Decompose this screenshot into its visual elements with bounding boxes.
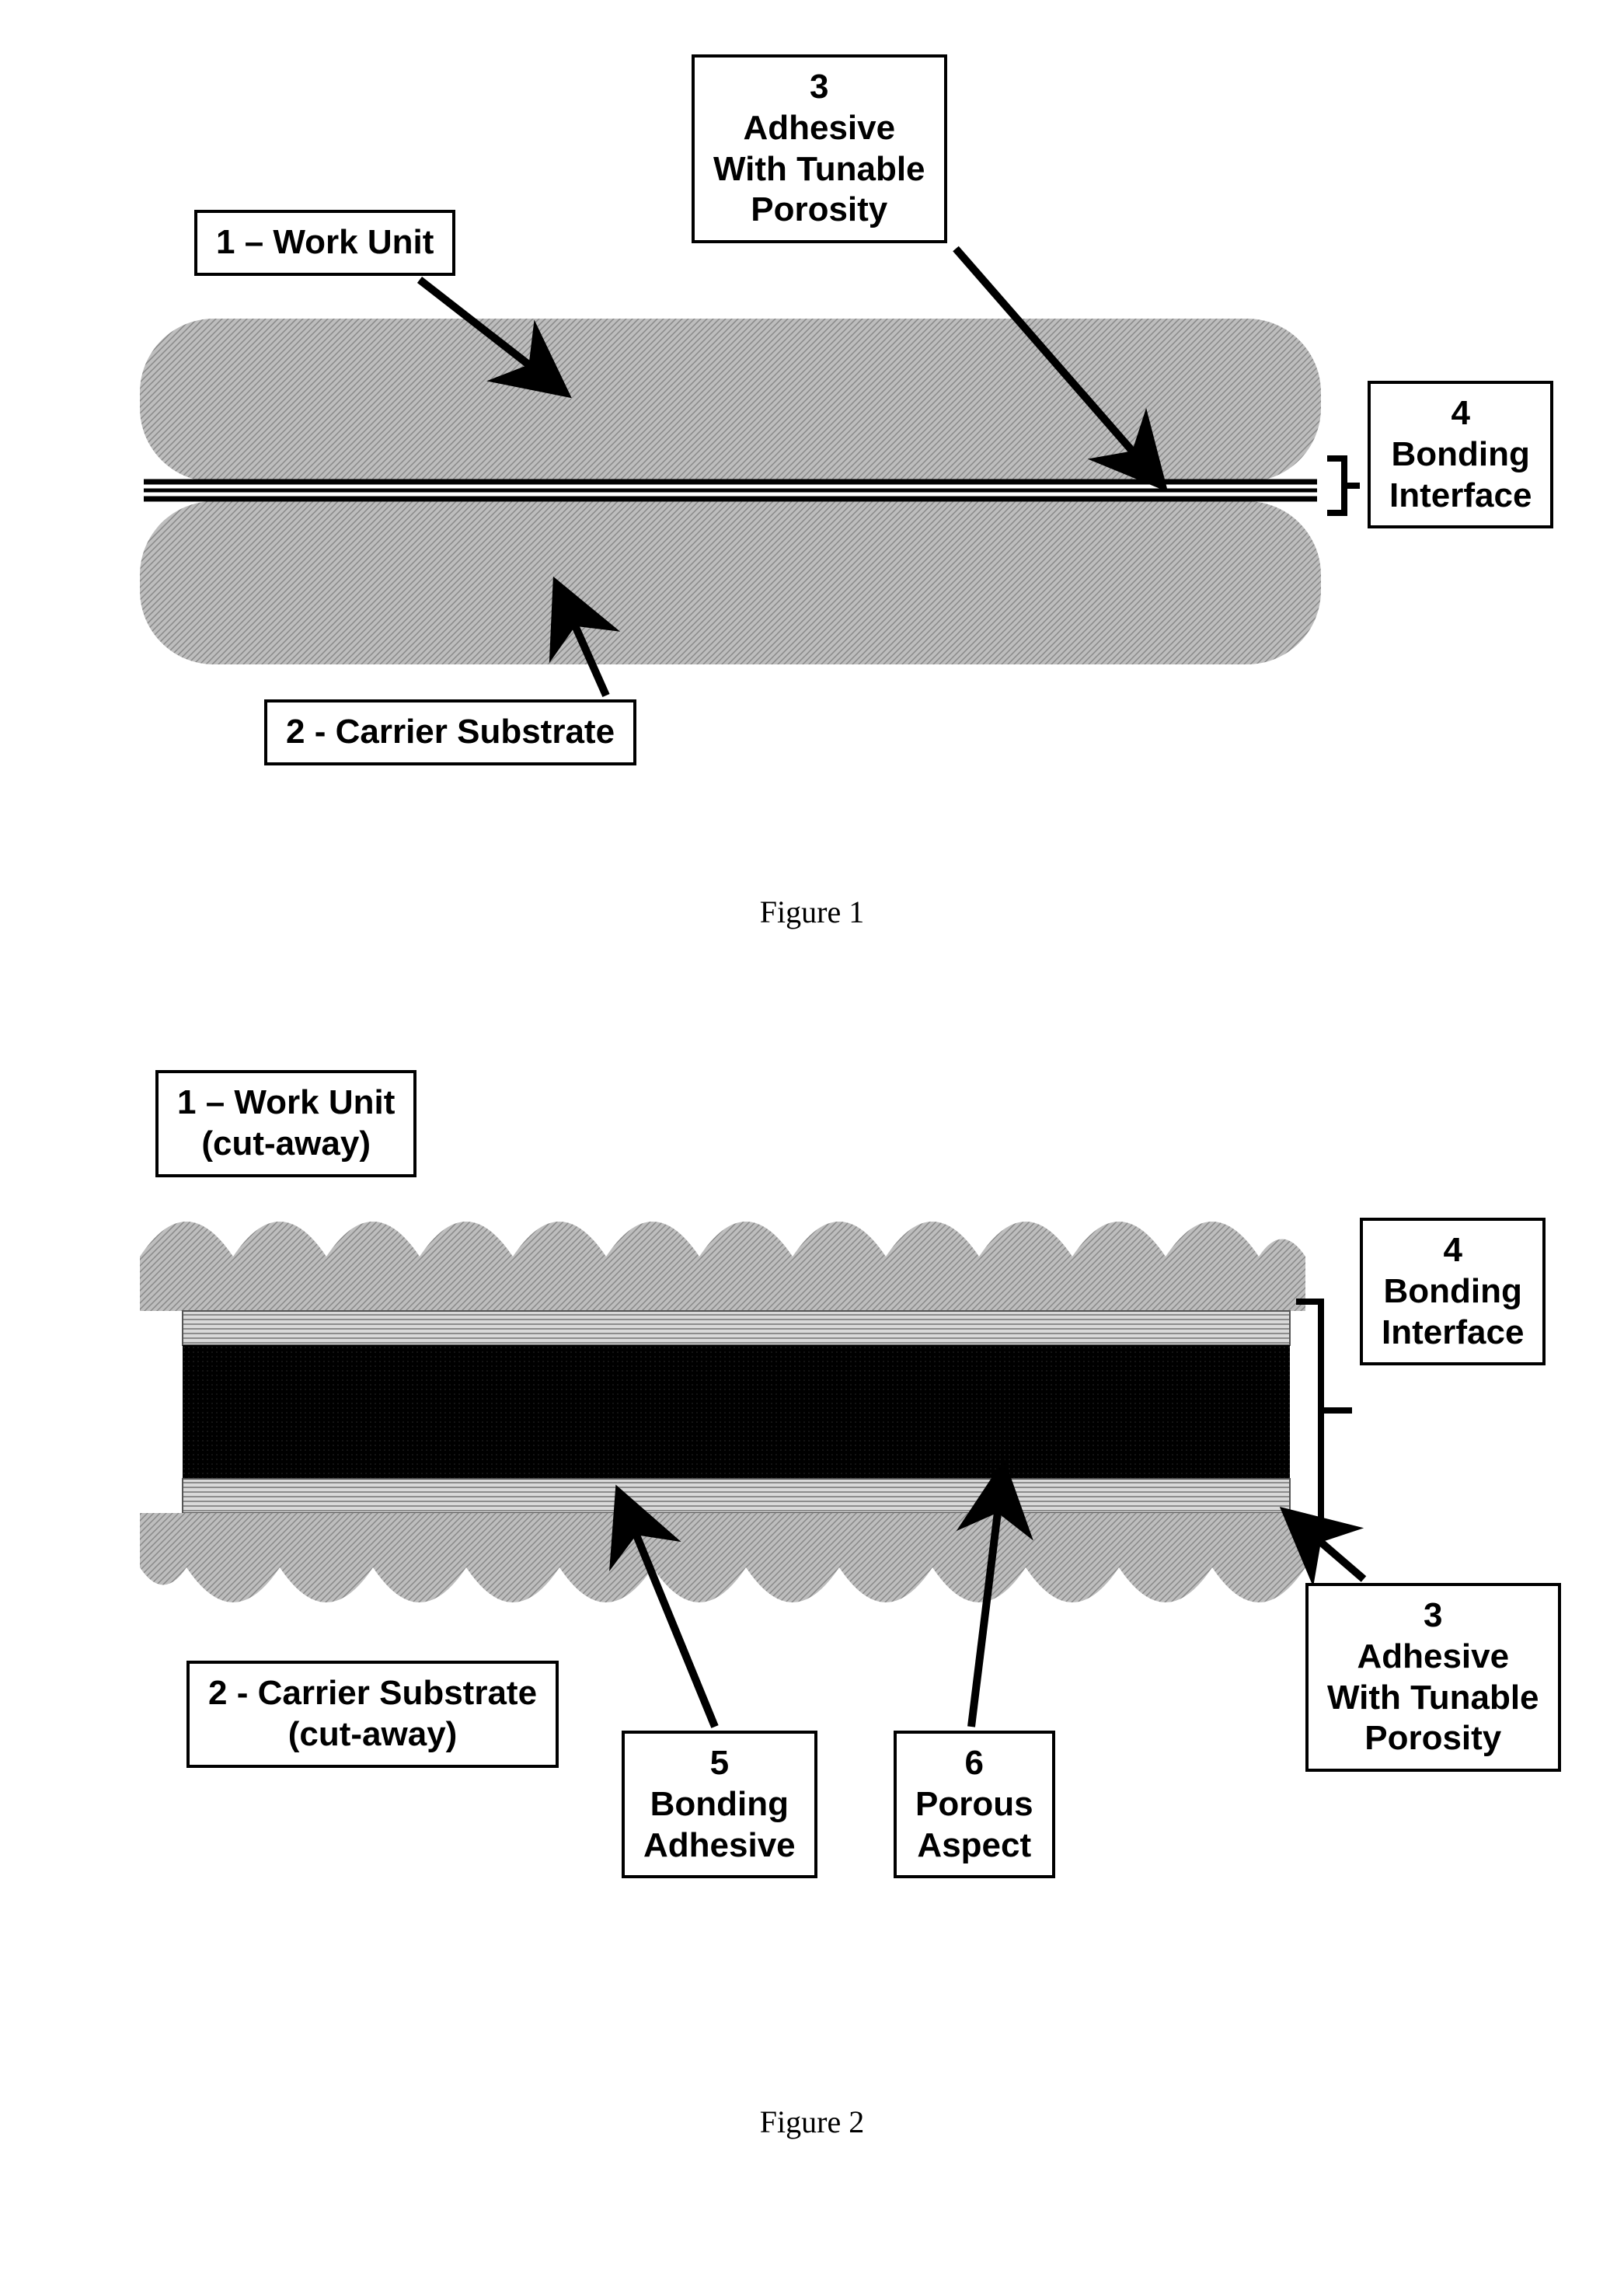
label-adhesive-2-l3: With Tunable bbox=[1327, 1678, 1539, 1719]
label-adhesive-l4: Porosity bbox=[713, 190, 925, 231]
bracket-bonding-2 bbox=[1296, 1302, 1352, 1521]
label-adhesive-2-l2: Adhesive bbox=[1327, 1637, 1539, 1678]
label-porous-l3: Aspect bbox=[915, 1825, 1033, 1867]
label-bonding-2-l2: Bonding bbox=[1382, 1271, 1524, 1313]
label-bonding-adh-l3: Adhesive bbox=[643, 1825, 796, 1867]
label-bonding-l2: Bonding bbox=[1389, 434, 1532, 476]
figure-2-svg bbox=[47, 1023, 1570, 2073]
label-porous-aspect: 6 Porous Aspect bbox=[894, 1731, 1055, 1878]
work-unit-rect bbox=[140, 319, 1321, 482]
label-carrier: 2 - Carrier Substrate bbox=[264, 699, 636, 765]
figure-2-caption: Figure 2 bbox=[47, 2104, 1577, 2140]
bracket-bonding bbox=[1327, 458, 1360, 513]
bonding-adhesive-top bbox=[183, 1311, 1290, 1345]
label-adhesive-l2: Adhesive bbox=[713, 108, 925, 149]
label-work-unit-2-l1: 1 – Work Unit bbox=[177, 1082, 395, 1124]
label-carrier-text: 2 - Carrier Substrate bbox=[286, 713, 615, 751]
label-adhesive: 3 Adhesive With Tunable Porosity bbox=[692, 54, 947, 243]
work-unit-cutaway bbox=[140, 1222, 1305, 1311]
label-bonding-l3: Interface bbox=[1389, 476, 1532, 517]
label-work-unit-2: 1 – Work Unit (cut-away) bbox=[155, 1070, 416, 1177]
label-bonding: 4 Bonding Interface bbox=[1368, 381, 1553, 528]
label-bonding-2: 4 Bonding Interface bbox=[1360, 1218, 1546, 1365]
label-bonding-adh-l1: 5 bbox=[643, 1743, 796, 1784]
label-adhesive-2-l1: 3 bbox=[1327, 1595, 1539, 1637]
label-adhesive-2-l4: Porosity bbox=[1327, 1718, 1539, 1759]
label-work-unit: 1 – Work Unit bbox=[194, 210, 455, 276]
label-bonding-l1: 4 bbox=[1389, 393, 1532, 434]
label-bonding-adhesive: 5 Bonding Adhesive bbox=[622, 1731, 817, 1878]
label-adhesive-l1: 3 bbox=[713, 67, 925, 108]
label-porous-l1: 6 bbox=[915, 1743, 1033, 1784]
bonding-adhesive-bottom bbox=[183, 1479, 1290, 1513]
figure-1: 1 – Work Unit 3 Adhesive With Tunable Po… bbox=[47, 47, 1577, 930]
label-carrier-2-l2: (cut-away) bbox=[208, 1714, 537, 1755]
figure-2: 1 – Work Unit (cut-away) 2 - Carrier Sub… bbox=[47, 1023, 1577, 2140]
label-carrier-2: 2 - Carrier Substrate (cut-away) bbox=[186, 1661, 559, 1768]
label-work-unit-text: 1 – Work Unit bbox=[216, 223, 434, 261]
figure-1-stage: 1 – Work Unit 3 Adhesive With Tunable Po… bbox=[47, 47, 1570, 863]
carrier-substrate-rect bbox=[140, 501, 1321, 664]
figure-1-caption: Figure 1 bbox=[47, 894, 1577, 930]
label-porous-l2: Porous bbox=[915, 1784, 1033, 1825]
figure-2-stage: 1 – Work Unit (cut-away) 2 - Carrier Sub… bbox=[47, 1023, 1570, 2073]
label-bonding-2-l3: Interface bbox=[1382, 1313, 1524, 1354]
label-work-unit-2-l2: (cut-away) bbox=[177, 1124, 395, 1165]
label-carrier-2-l1: 2 - Carrier Substrate bbox=[208, 1673, 537, 1714]
label-adhesive-l3: With Tunable bbox=[713, 149, 925, 190]
carrier-cutaway bbox=[140, 1513, 1305, 1602]
label-bonding-2-l1: 4 bbox=[1382, 1230, 1524, 1271]
label-adhesive-2: 3 Adhesive With Tunable Porosity bbox=[1305, 1583, 1561, 1772]
porous-aspect bbox=[183, 1345, 1290, 1479]
label-bonding-adh-l2: Bonding bbox=[643, 1784, 796, 1825]
